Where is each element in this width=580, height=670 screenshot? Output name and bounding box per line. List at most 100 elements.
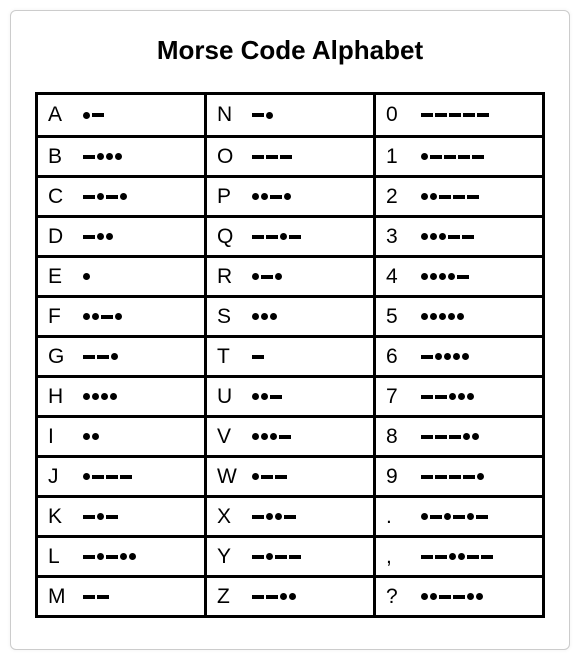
table-cell: O — [207, 135, 373, 175]
character-label: J — [48, 465, 82, 489]
character-label: K — [48, 505, 82, 529]
table-cell: V — [207, 415, 373, 455]
table-column: 0 12 3 4 5 6 7 8 9.,? — [373, 95, 542, 615]
morse-code — [251, 344, 363, 370]
table-column: ABCDEFGHIJKLM — [38, 95, 204, 615]
table-cell: 5 — [376, 295, 542, 335]
morse-code — [420, 344, 532, 370]
morse-code — [420, 144, 532, 170]
character-label: V — [217, 425, 251, 449]
morse-code — [420, 224, 532, 250]
morse-code — [251, 584, 363, 610]
character-label: 6 — [386, 345, 420, 369]
morse-code — [420, 424, 532, 450]
morse-code — [420, 102, 532, 128]
morse-code — [82, 424, 194, 450]
table-cell: L — [38, 535, 204, 575]
table-cell: 1 — [376, 135, 542, 175]
table-cell: 9 — [376, 455, 542, 495]
character-label: D — [48, 225, 82, 249]
table-cell: Q — [207, 215, 373, 255]
character-label: S — [217, 305, 251, 329]
page-title: Morse Code Alphabet — [35, 35, 545, 66]
character-label: ? — [386, 585, 420, 609]
character-label: G — [48, 345, 82, 369]
table-cell: 4 — [376, 255, 542, 295]
morse-code — [251, 544, 363, 570]
character-label: , — [386, 545, 420, 569]
table-cell: ? — [376, 575, 542, 615]
character-label: 5 — [386, 305, 420, 329]
character-label: A — [48, 103, 82, 127]
morse-code — [420, 304, 532, 330]
morse-code — [251, 424, 363, 450]
table-cell: U — [207, 375, 373, 415]
table-cell: J — [38, 455, 204, 495]
morse-code — [251, 224, 363, 250]
character-label: H — [48, 385, 82, 409]
table-cell: 7 — [376, 375, 542, 415]
morse-code — [251, 144, 363, 170]
table-cell: A — [38, 95, 204, 135]
morse-code — [420, 464, 532, 490]
table-column: NOPQRSTUVWXYZ — [204, 95, 373, 615]
morse-code — [420, 184, 532, 210]
morse-code — [251, 304, 363, 330]
table-cell: 8 — [376, 415, 542, 455]
table-cell: D — [38, 215, 204, 255]
character-label: 8 — [386, 425, 420, 449]
morse-code — [251, 102, 363, 128]
table-cell: P — [207, 175, 373, 215]
table-cell: , — [376, 535, 542, 575]
morse-code — [251, 504, 363, 530]
character-label: 0 — [386, 103, 420, 127]
table-cell: 0 — [376, 95, 542, 135]
morse-code — [82, 304, 194, 330]
morse-code — [420, 584, 532, 610]
morse-code — [82, 464, 194, 490]
morse-code — [82, 344, 194, 370]
character-label: B — [48, 145, 82, 169]
character-label: N — [217, 103, 251, 127]
table-cell: I — [38, 415, 204, 455]
character-label: Z — [217, 585, 251, 609]
character-label: R — [217, 265, 251, 289]
table-cell: S — [207, 295, 373, 335]
morse-code — [251, 184, 363, 210]
table-cell: Z — [207, 575, 373, 615]
character-label: L — [48, 545, 82, 569]
character-label: T — [217, 345, 251, 369]
table-cell: . — [376, 495, 542, 535]
table-cell: E — [38, 255, 204, 295]
morse-code — [82, 264, 194, 290]
table-cell: T — [207, 335, 373, 375]
table-cell: H — [38, 375, 204, 415]
morse-code — [82, 144, 194, 170]
morse-code — [251, 384, 363, 410]
table-cell: C — [38, 175, 204, 215]
table-cell: 3 — [376, 215, 542, 255]
morse-code — [420, 384, 532, 410]
morse-code — [82, 504, 194, 530]
character-label: C — [48, 185, 82, 209]
table-cell: F — [38, 295, 204, 335]
table-cell: B — [38, 135, 204, 175]
character-label: X — [217, 505, 251, 529]
table-cell: Y — [207, 535, 373, 575]
character-label: P — [217, 185, 251, 209]
character-label: M — [48, 585, 82, 609]
character-label: F — [48, 305, 82, 329]
table-cell: 2 — [376, 175, 542, 215]
character-label: 3 — [386, 225, 420, 249]
character-label: W — [217, 465, 251, 489]
table-cell: W — [207, 455, 373, 495]
morse-code — [82, 384, 194, 410]
character-label: O — [217, 145, 251, 169]
character-label: U — [217, 385, 251, 409]
character-label: Q — [217, 225, 251, 249]
morse-code — [420, 504, 532, 530]
character-label: 7 — [386, 385, 420, 409]
morse-table: ABCDEFGHIJKLMNOPQRSTUVWXYZ0123456789.,? — [35, 92, 545, 618]
morse-code — [82, 102, 194, 128]
table-cell: 6 — [376, 335, 542, 375]
